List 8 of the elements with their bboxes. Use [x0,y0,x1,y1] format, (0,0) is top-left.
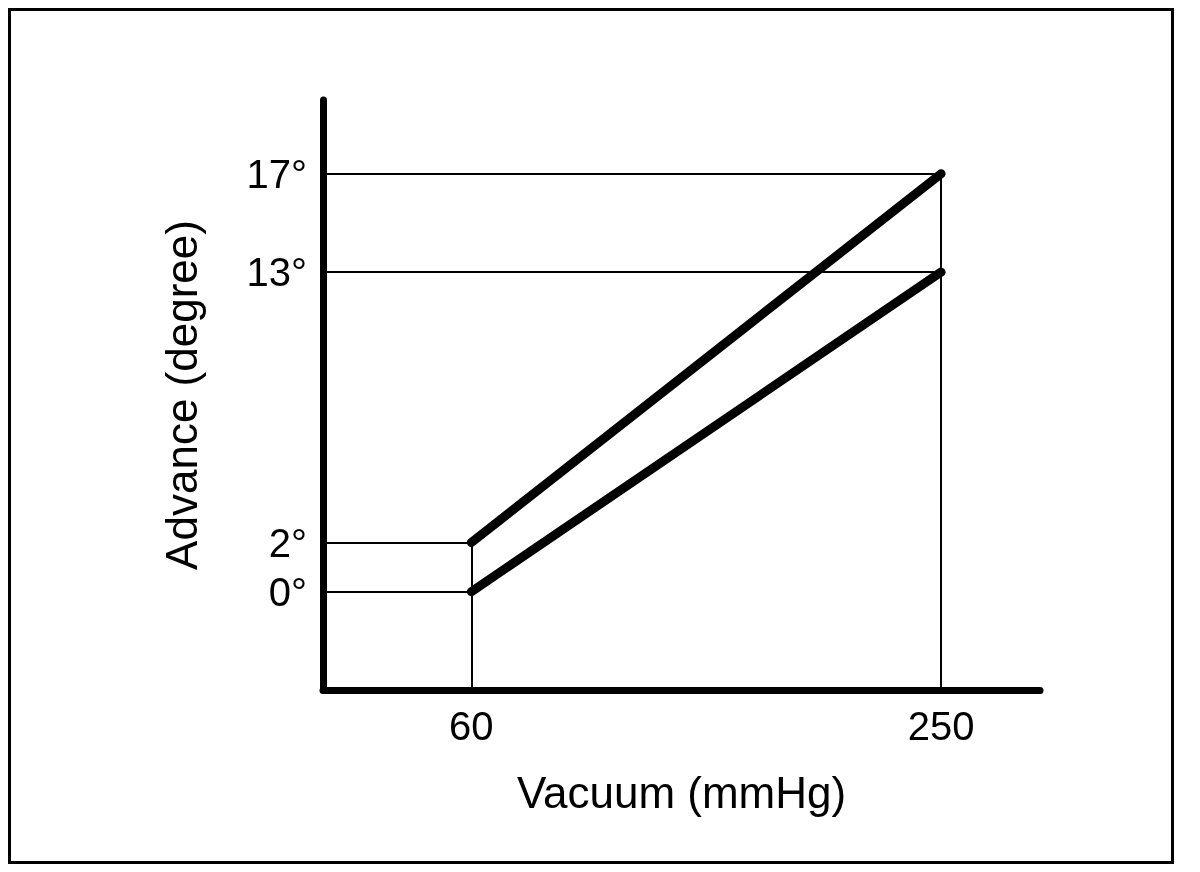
x-tick-label: 60 [449,704,494,748]
y-tick-label: 2° [268,520,307,565]
y-tick-label: 0° [268,569,307,614]
y-axis-title: Advance (degree) [156,220,206,570]
y-tick-label: 17° [246,151,307,196]
y-tick-label: 13° [246,250,307,295]
x-axis-title: Vacuum (mmHg) [516,767,847,817]
x-tick-label: 250 [907,704,975,748]
